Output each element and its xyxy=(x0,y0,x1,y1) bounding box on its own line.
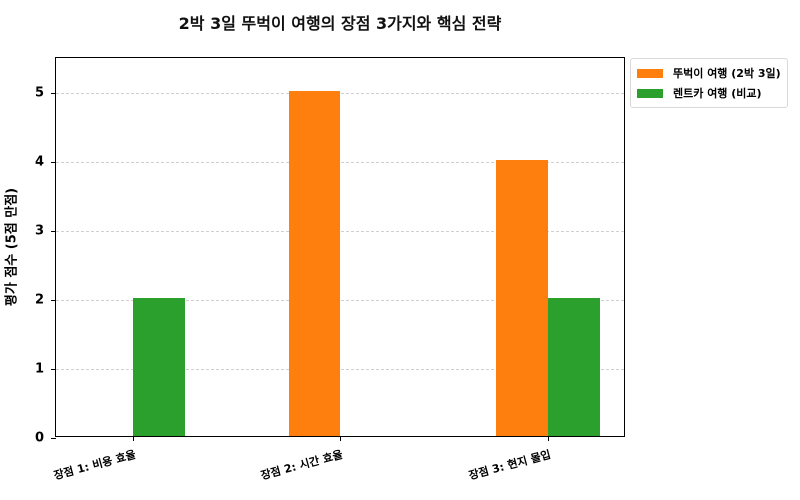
y-tick-label: 0 xyxy=(34,430,44,446)
legend-swatch xyxy=(637,68,663,78)
y-tick xyxy=(51,92,56,94)
bar-rental-1 xyxy=(132,297,185,436)
x-tick xyxy=(132,436,134,441)
y-axis-label: 평가 점수 (5점 만점) xyxy=(4,187,20,307)
x-tick xyxy=(340,436,342,441)
y-tick xyxy=(51,368,56,370)
plot-area: 0 1 2 3 4 5 장점 1: 비용 효율 장점 2: 시간 효율 장점 3: 현지 몰입 xyxy=(35,57,625,482)
y-tick xyxy=(51,438,56,439)
bar-rental-3 xyxy=(547,297,600,436)
y-tick-label: 2 xyxy=(34,292,44,308)
legend-item: 렌트카 여행 (비교) xyxy=(637,83,781,103)
y-tick xyxy=(51,299,56,301)
y-tick-label: 5 xyxy=(34,85,44,101)
x-tick-label: 장점 3: 현지 몰입 xyxy=(467,447,553,483)
x-tick-label: 장점 2: 시간 효율 xyxy=(259,447,345,483)
legend-label: 렌트카 여행 (비교) xyxy=(673,87,762,100)
chart-title: 2박 3일 뚜벅이 여행의 장점 3가지와 핵심 전략 xyxy=(178,14,502,33)
x-tick xyxy=(547,436,549,441)
bar-walking-3 xyxy=(496,159,548,436)
y-tick-label: 4 xyxy=(34,154,44,170)
legend-swatch xyxy=(637,88,663,98)
legend-label: 뚜벅이 여행 (2박 3일) xyxy=(673,67,781,80)
y-tick xyxy=(51,161,56,163)
y-tick-label: 3 xyxy=(34,223,44,239)
x-tick-label: 장점 1: 비용 효율 xyxy=(52,447,138,483)
y-tick-label: 1 xyxy=(34,361,44,377)
bar-walking-2 xyxy=(288,90,341,436)
y-tick xyxy=(51,230,56,232)
legend: 뚜벅이 여행 (2박 3일) 렌트카 여행 (비교) xyxy=(630,58,788,108)
legend-item: 뚜벅이 여행 (2박 3일) xyxy=(637,63,781,83)
